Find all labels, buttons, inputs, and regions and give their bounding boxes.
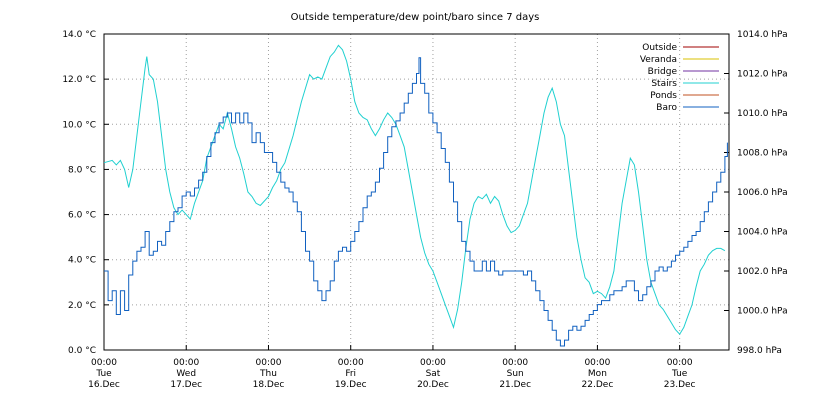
y-left-tick-label: 12.0 °C [62, 75, 96, 85]
chart-title: Outside temperature/dew point/baro since… [291, 12, 540, 23]
series-lines [103, 44, 728, 347]
legend-label-veranda: Veranda [640, 55, 677, 65]
y-left-tick-label: 8.0 °C [68, 165, 96, 175]
legend-label-bridge: Bridge [648, 67, 678, 77]
legend: Outside Veranda Bridge Stairs Ponds Baro [640, 43, 719, 113]
x-tick-day: Sun [507, 369, 524, 379]
x-tick-day: Thu [259, 369, 277, 379]
x-tick-day: Tue [95, 369, 112, 379]
y-right-tick-label: 998.0 hPa [737, 346, 782, 356]
x-tick-day: Tue [671, 369, 688, 379]
grid [103, 33, 729, 351]
x-tick-time: 00:00 [667, 358, 693, 368]
y-left-tick-label: 14.0 °C [62, 30, 96, 40]
y-right-tick-label: 1010.0 hPa [737, 109, 788, 119]
y-left-tick-label: 0.0 °C [68, 346, 96, 356]
y-left-tick-label: 4.0 °C [68, 256, 96, 266]
legend-label-ponds: Ponds [650, 91, 677, 101]
x-tick-date: 19.Dec [335, 380, 367, 390]
x-tick-day: Sat [426, 369, 441, 379]
x-tick-day: Fri [345, 369, 356, 379]
y-right-tick-label: 1004.0 hPa [737, 228, 788, 238]
x-tick-date: 18.Dec [253, 380, 285, 390]
x-tick-time: 00:00 [502, 358, 528, 368]
x-tick-time: 00:00 [338, 358, 364, 368]
y-right-tick-label: 1006.0 hPa [737, 188, 788, 198]
legend-label-baro: Baro [656, 103, 677, 113]
x-tick-time: 00:00 [91, 358, 117, 368]
x-tick-time: 00:00 [584, 358, 610, 368]
y-left-tick-label: 2.0 °C [68, 301, 96, 311]
x-tick-date: 17.Dec [170, 380, 202, 390]
x-tick-date: 22.Dec [582, 380, 614, 390]
y-right-tick-label: 1012.0 hPa [737, 70, 788, 80]
x-tick-time: 00:00 [420, 358, 446, 368]
y-right-tick-label: 1000.0 hPa [737, 307, 788, 317]
x-tick-date: 21.Dec [499, 380, 531, 390]
series-line-baro [104, 57, 728, 347]
x-tick-day: Mon [588, 369, 607, 379]
legend-label-outside: Outside [642, 43, 677, 53]
x-tick-time: 00:00 [256, 358, 282, 368]
x-tick-date: 20.Dec [417, 380, 449, 390]
axes: 0.0 °C 2.0 °C 4.0 °C 6.0 °C 8.0 °C 10.0 °C 12.… [62, 30, 787, 390]
y-right-tick-label: 1008.0 hPa [737, 149, 788, 159]
plot-frame [103, 33, 730, 351]
x-tick-date: 16.Dec [88, 380, 120, 390]
y-right-tick-label: 1014.0 hPa [737, 30, 788, 40]
y-left-tick-label: 6.0 °C [68, 211, 96, 221]
legend-label-stairs: Stairs [651, 79, 677, 89]
x-tick-time: 00:00 [173, 358, 199, 368]
y-right-tick-label: 1002.0 hPa [737, 267, 788, 277]
x-tick-day: Wed [176, 369, 196, 379]
series-line-stairs [103, 44, 726, 336]
x-tick-date: 23.Dec [664, 380, 696, 390]
y-left-tick-label: 10.0 °C [62, 120, 96, 130]
